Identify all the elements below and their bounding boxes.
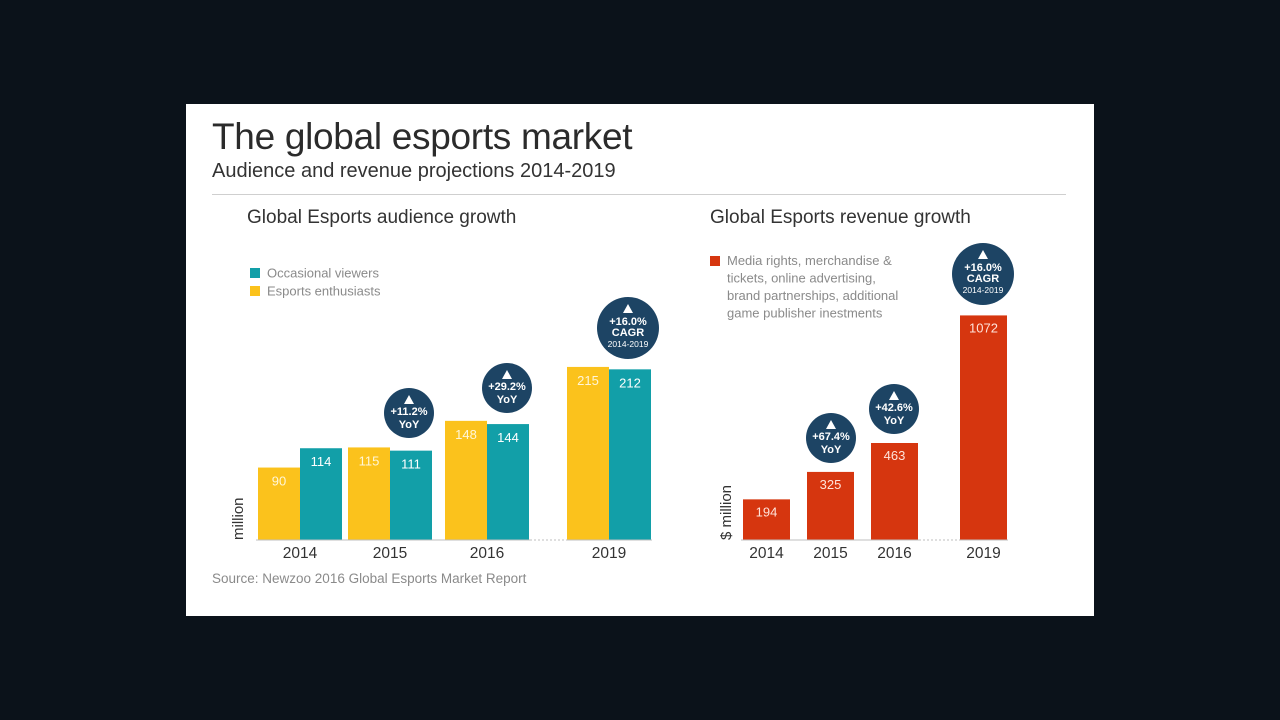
- data-label-2014-1: 114: [311, 454, 332, 469]
- revenue-badge-2016-circle: [869, 384, 919, 434]
- audience-badge-2019-line-2: 2014-2019: [608, 339, 649, 349]
- legend-label-revenue-line-0: Media rights, merchandise &: [727, 253, 892, 268]
- x-tick-label-revenue-2016: 2016: [877, 545, 911, 562]
- bar-revenue-2019: [960, 315, 1007, 540]
- triangle-up-icon: [978, 250, 988, 259]
- triangle-up-icon: [502, 370, 512, 379]
- x-tick-label-2016: 2016: [470, 545, 504, 562]
- revenue-badge-2015-circle: [806, 413, 856, 463]
- revenue-badge-2016-line-0: +42.6%: [875, 402, 913, 414]
- revenue-badge-2019-line-2: 2014-2019: [963, 285, 1004, 295]
- bar-revenue-2014: [743, 499, 790, 540]
- x-tick-label-revenue-2015: 2015: [813, 545, 847, 562]
- bar-enthusiasts-2019: [567, 366, 609, 540]
- data-label-2016-1: 144: [497, 430, 519, 445]
- revenue-chart: Global Esports revenue growth Media right…: [710, 207, 1014, 562]
- data-label-2016-0: 148: [455, 427, 477, 442]
- bar-revenue-2015: [807, 471, 854, 540]
- revenue-y-axis-label: $ million: [718, 485, 735, 540]
- bar-occasional-2015: [390, 450, 432, 540]
- audience-badge-2015-line-0: +11.2%: [390, 406, 427, 418]
- audience-chart-title: Global Esports audience growth: [247, 207, 516, 228]
- bar-revenue-2016: [871, 443, 918, 540]
- revenue-badge-2019-line-0: +16.0%: [964, 262, 1002, 274]
- x-tick-label-revenue-2014: 2014: [749, 545, 784, 562]
- revenue-badge-2019-line-1: CAGR: [967, 273, 999, 285]
- audience-badge-2016-line-1: YoY: [497, 394, 518, 406]
- data-label-2015-0: 115: [359, 453, 380, 468]
- legend-swatch-revenue: [710, 256, 720, 266]
- bar-occasional-2019: [609, 369, 651, 540]
- triangle-up-icon: [889, 391, 899, 400]
- x-tick-label-revenue-2019: 2019: [966, 545, 1000, 562]
- legend-swatch-occasional: [250, 268, 260, 278]
- data-label-2014-0: 90: [272, 474, 286, 489]
- audience-chart: Global Esports audience growth Occasional…: [230, 207, 659, 562]
- legend-label-revenue-line-1: tickets, online advertising,: [727, 271, 876, 286]
- audience-badge-2015: +11.2%YoY: [384, 388, 434, 438]
- audience-badge-2015-circle: [384, 388, 434, 438]
- revenue-badge-2019-circle: [952, 243, 1014, 305]
- audience-badge-2016-line-0: +29.2%: [488, 381, 526, 393]
- data-label-revenue-2019: 1072: [969, 320, 998, 335]
- data-label-2015-1: 111: [401, 457, 421, 472]
- legend-swatch-enthusiasts: [250, 286, 260, 296]
- data-label-revenue-2014: 194: [756, 504, 778, 519]
- bar-enthusiasts-2014: [258, 467, 300, 540]
- audience-badge-2019-line-1: CAGR: [612, 327, 644, 339]
- audience-badge-2019-line-0: +16.0%: [609, 316, 647, 328]
- x-tick-label-2019: 2019: [592, 545, 626, 562]
- bar-enthusiasts-2015: [348, 447, 390, 540]
- bar-occasional-2014: [300, 448, 342, 540]
- bar-enthusiasts-2016: [445, 420, 487, 540]
- page-subtitle: Audience and revenue projections 2014-20…: [212, 160, 616, 182]
- triangle-up-icon: [623, 304, 633, 313]
- revenue-badge-2015: +67.4%YoY: [806, 413, 856, 463]
- audience-y-axis-label: million: [230, 497, 247, 540]
- audience-badge-2016-circle: [482, 363, 532, 413]
- revenue-badge-2016: +42.6%YoY: [869, 384, 919, 434]
- legend-label-occasional: Occasional viewers: [267, 266, 379, 281]
- triangle-up-icon: [826, 420, 836, 429]
- revenue-badge-2016-line-1: YoY: [884, 415, 905, 427]
- audience-badge-2016: +29.2%YoY: [482, 363, 532, 413]
- data-label-revenue-2016: 463: [884, 448, 906, 463]
- divider: [212, 194, 1066, 195]
- infographic-card: The global esports market Audience and r…: [186, 104, 1094, 616]
- revenue-chart-title: Global Esports revenue growth: [710, 207, 971, 228]
- source-note: Source: Newzoo 2016 Global Esports Marke…: [212, 571, 527, 586]
- legend-label-revenue-line-2: brand partnerships, additional: [727, 288, 898, 303]
- page-title: The global esports market: [212, 116, 633, 157]
- bar-occasional-2016: [487, 424, 529, 540]
- legend-label-revenue-line-3: game publisher inestments: [727, 306, 883, 321]
- triangle-up-icon: [404, 395, 414, 404]
- x-tick-label-2014: 2014: [283, 545, 318, 562]
- legend-label-enthusiasts: Esports enthusiasts: [267, 284, 381, 299]
- audience-badge-2019-circle: [597, 297, 659, 359]
- data-label-revenue-2015: 325: [820, 477, 842, 492]
- data-label-2019-1: 212: [619, 375, 641, 390]
- revenue-badge-2015-line-0: +67.4%: [812, 431, 850, 443]
- x-tick-label-2015: 2015: [373, 545, 407, 562]
- revenue-badge-2015-line-1: YoY: [821, 444, 842, 456]
- data-label-2019-0: 215: [577, 373, 599, 388]
- audience-badge-2015-line-1: YoY: [399, 419, 420, 431]
